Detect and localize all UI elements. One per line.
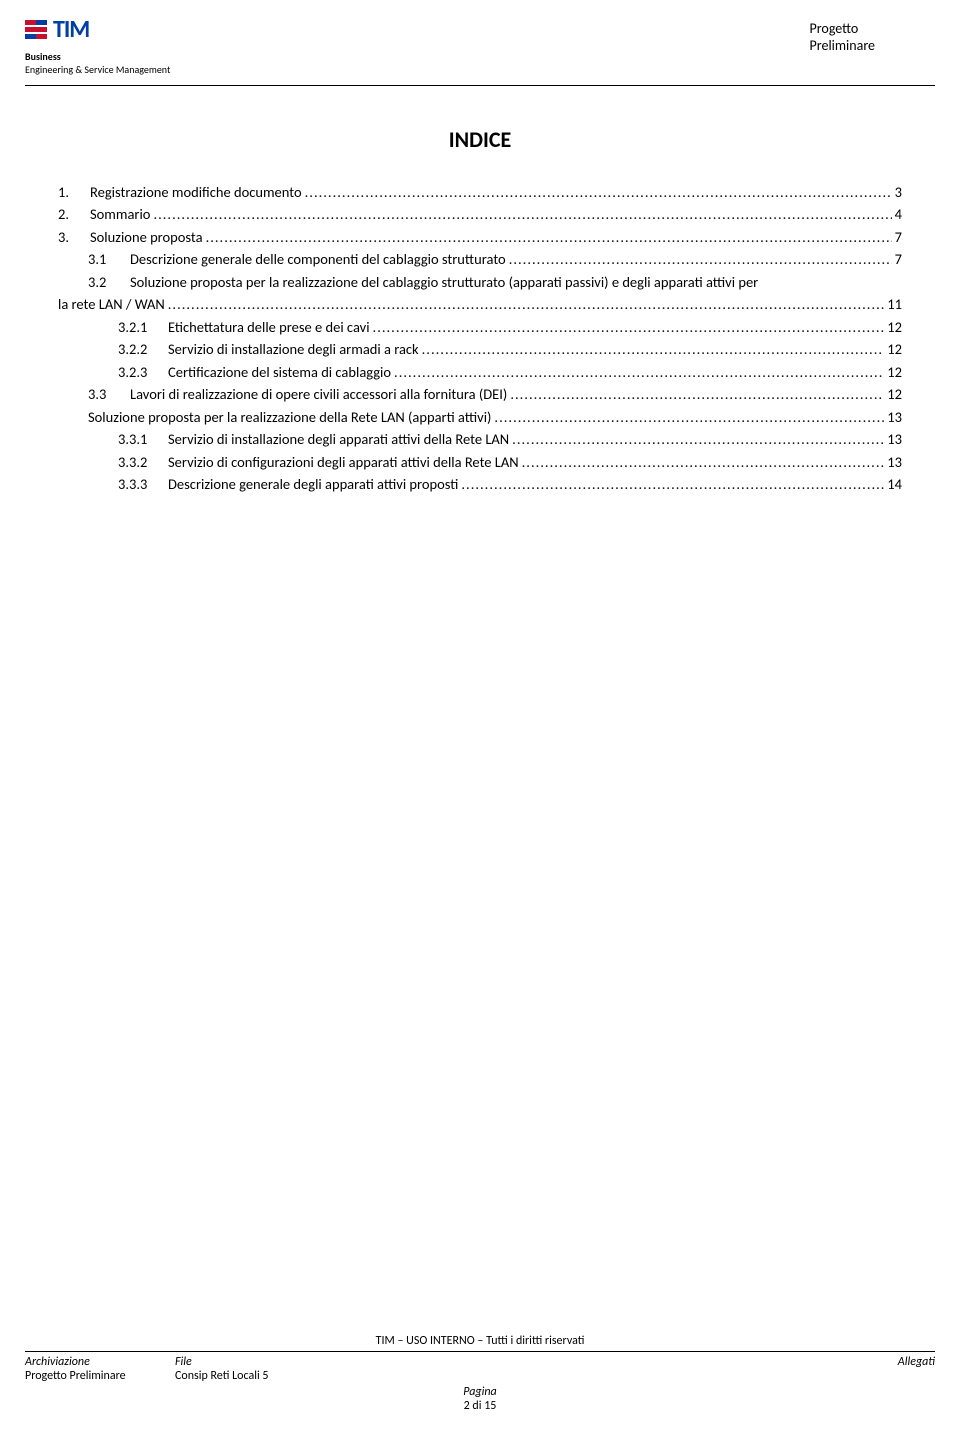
toc-page: 12 xyxy=(887,383,902,405)
toc-page: 12 xyxy=(887,338,902,360)
footer-divider xyxy=(25,1351,935,1352)
tim-logo: TIM xyxy=(25,15,170,44)
toc-text: Sommario xyxy=(90,203,150,225)
toc-number: 3.3.2 xyxy=(118,451,168,473)
toc-dots xyxy=(522,451,885,473)
toc-text: Servizio di installazione degli apparati… xyxy=(168,428,509,450)
toc-entry[interactable]: 3.3.2Servizio di configurazioni degli ap… xyxy=(58,451,902,473)
toc-entry[interactable]: 3.1Descrizione generale delle componenti… xyxy=(58,248,902,270)
page-footer: TIM – USO INTERNO – Tutti i diritti rise… xyxy=(0,1334,960,1431)
toc-dots xyxy=(153,203,891,225)
business-label: Business xyxy=(25,50,170,63)
toc-number: 2. xyxy=(58,203,90,225)
footer-rights: TIM – USO INTERNO – Tutti i diritti rise… xyxy=(25,1334,935,1348)
toc-dots xyxy=(422,338,885,360)
table-of-contents: 1.Registrazione modifiche documento32.So… xyxy=(58,181,902,496)
toc-page: 11 xyxy=(887,293,902,315)
toc-dots xyxy=(512,428,884,450)
content-area: INDICE 1.Registrazione modifiche documen… xyxy=(0,86,960,516)
toc-text: Descrizione generale delle componenti de… xyxy=(130,248,506,270)
toc-dots xyxy=(509,248,892,270)
toc-text: Soluzione proposta per la realizzazione … xyxy=(130,271,758,293)
toc-text: Certificazione del sistema di cablaggio xyxy=(168,361,391,383)
toc-number: 3.3.3 xyxy=(118,473,168,495)
toc-text: la rete LAN / WAN xyxy=(58,293,165,315)
toc-page: 4 xyxy=(895,203,902,225)
toc-dots xyxy=(394,361,884,383)
tim-logo-icon xyxy=(25,20,47,39)
toc-page: 13 xyxy=(887,428,902,450)
pagina-label: Pagina xyxy=(25,1385,935,1399)
toc-page: 13 xyxy=(887,406,902,428)
project-label-2: Preliminare xyxy=(810,37,875,54)
toc-text: Lavori di realizzazione di opere civili … xyxy=(130,383,507,405)
toc-entry[interactable]: 3.3.1Servizio di installazione degli app… xyxy=(58,428,902,450)
file-value: Consip Reti Locali 5 xyxy=(175,1369,269,1383)
toc-dots xyxy=(206,226,892,248)
toc-number: 3.2.2 xyxy=(118,338,168,360)
page-header: TIM Business Engineering & Service Manag… xyxy=(0,0,960,81)
toc-entry[interactable]: 3.2.3Certificazione del sistema di cabla… xyxy=(58,361,902,383)
toc-entry[interactable]: 3.2.1Etichettatura delle prese e dei cav… xyxy=(58,316,902,338)
toc-text: Descrizione generale degli apparati atti… xyxy=(168,473,458,495)
header-right: Progetto Preliminare xyxy=(810,20,875,54)
header-left: TIM Business Engineering & Service Manag… xyxy=(25,15,170,76)
toc-page: 3 xyxy=(895,181,902,203)
page-title: INDICE xyxy=(58,126,902,153)
toc-entry[interactable]: 1.Registrazione modifiche documento 3 xyxy=(58,181,902,203)
footer-labels-row: Archiviazione File Allegati xyxy=(25,1355,935,1369)
toc-text: Etichettatura delle prese e dei cavi xyxy=(168,316,370,338)
toc-dots xyxy=(494,406,884,428)
file-label: File xyxy=(175,1355,898,1369)
project-value: Progetto Preliminare xyxy=(25,1369,175,1383)
toc-page: 12 xyxy=(887,316,902,338)
toc-text: Servizio di installazione degli armadi a… xyxy=(168,338,419,360)
toc-entry[interactable]: 3.2.2Servizio di installazione degli arm… xyxy=(58,338,902,360)
toc-dots xyxy=(373,316,885,338)
toc-number: 3.1 xyxy=(88,248,130,270)
toc-entry[interactable]: 2.Sommario 4 xyxy=(58,203,902,225)
toc-dots xyxy=(510,383,884,405)
toc-dots xyxy=(461,473,884,495)
tim-logo-text: TIM xyxy=(53,15,89,44)
allegati-label: Allegati xyxy=(898,1355,935,1369)
toc-entry-continuation[interactable]: la rete LAN / WAN 11 xyxy=(58,293,902,315)
toc-page: 13 xyxy=(887,451,902,473)
toc-dots xyxy=(305,181,892,203)
toc-page: 7 xyxy=(895,226,902,248)
toc-number: 3.3.1 xyxy=(118,428,168,450)
toc-text: Soluzione proposta per la realizzazione … xyxy=(88,406,491,428)
project-label-1: Progetto xyxy=(810,20,875,37)
archiviazione-label: Archiviazione xyxy=(25,1355,175,1369)
toc-entry[interactable]: 3.3.3Descrizione generale degli apparati… xyxy=(58,473,902,495)
toc-number: 3.2.1 xyxy=(118,316,168,338)
page-number: 2 di 15 xyxy=(25,1399,935,1413)
toc-number: 1. xyxy=(58,181,90,203)
toc-number: 3.3 xyxy=(88,383,130,405)
toc-entry[interactable]: Soluzione proposta per la realizzazione … xyxy=(58,406,902,428)
toc-page: 12 xyxy=(887,361,902,383)
toc-page: 14 xyxy=(887,473,902,495)
toc-number: 3.2.3 xyxy=(118,361,168,383)
toc-number: 3. xyxy=(58,226,90,248)
footer-values-row: Progetto Preliminare Consip Reti Locali … xyxy=(25,1369,935,1383)
engineering-label: Engineering & Service Management xyxy=(25,63,170,76)
toc-page: 7 xyxy=(895,248,902,270)
toc-entry[interactable]: 3.3Lavori di realizzazione di opere civi… xyxy=(58,383,902,405)
toc-number: 3.2 xyxy=(88,271,130,293)
toc-text: Servizio di configurazioni degli apparat… xyxy=(168,451,519,473)
toc-entry[interactable]: 3.2Soluzione proposta per la realizzazio… xyxy=(58,271,902,293)
toc-entry[interactable]: 3.Soluzione proposta 7 xyxy=(58,226,902,248)
toc-dots xyxy=(168,293,885,315)
toc-text: Registrazione modifiche documento xyxy=(90,181,302,203)
toc-text: Soluzione proposta xyxy=(90,226,203,248)
